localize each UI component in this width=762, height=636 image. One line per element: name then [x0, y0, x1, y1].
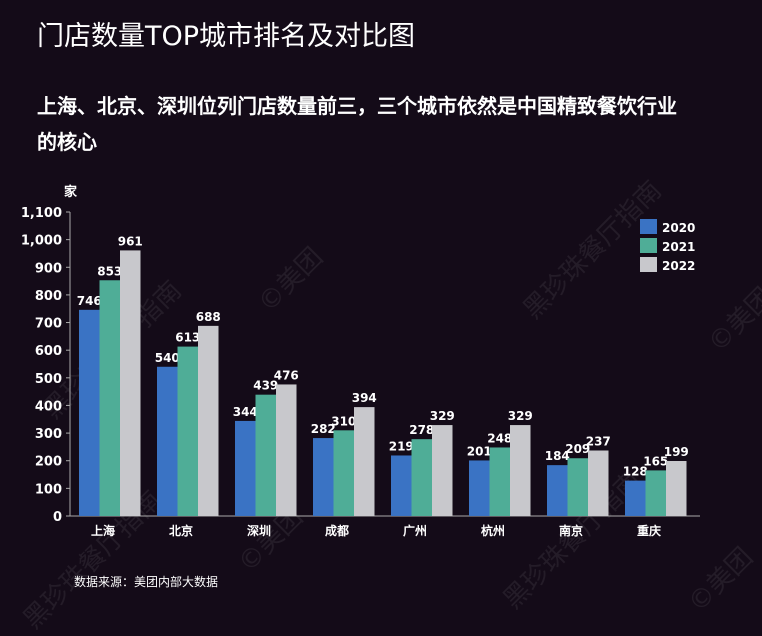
x-tick-label: 上海	[91, 523, 115, 538]
page-title: 门店数量TOP城市排名及对比图	[37, 21, 416, 52]
bar-2021	[99, 280, 120, 516]
y-tick-label: 200	[35, 455, 62, 470]
y-tick-label: 1,000	[21, 234, 62, 249]
x-tick-label: 北京	[169, 523, 193, 538]
data-label: 278	[409, 423, 434, 437]
bar-2022	[510, 425, 531, 516]
data-label: 329	[508, 409, 533, 423]
bar-2021	[177, 346, 198, 516]
y-tick-label: 400	[35, 399, 62, 414]
data-label: 394	[352, 391, 377, 405]
data-label: 219	[389, 439, 414, 453]
legend-label: 2021	[662, 240, 695, 254]
legend-label: 2022	[662, 259, 695, 273]
bar-2020	[547, 465, 568, 516]
y-tick-label: 600	[35, 344, 62, 359]
bar-2022	[276, 384, 297, 516]
legend-swatch	[640, 238, 657, 253]
data-label: 853	[97, 264, 122, 278]
x-tick-label: 深圳	[247, 523, 271, 538]
y-tick-label: 1,100	[21, 206, 62, 221]
bar-2021	[333, 430, 354, 516]
data-label: 344	[233, 405, 258, 419]
bar-2020	[79, 309, 100, 516]
bar-2022	[666, 461, 687, 516]
bar-2020	[625, 480, 646, 516]
data-label: 199	[664, 445, 689, 459]
x-tick-label: 杭州	[481, 523, 505, 538]
y-tick-label: 100	[35, 482, 62, 497]
bar-2021	[489, 447, 510, 516]
data-label: 237	[586, 435, 611, 449]
bar-2021	[255, 394, 276, 516]
data-label: 540	[155, 351, 180, 365]
data-label: 201	[467, 444, 492, 458]
y-tick-label: 800	[35, 289, 62, 304]
bar-2022	[198, 325, 219, 516]
y-tick-label: 0	[53, 510, 62, 525]
legend-label: 2020	[662, 221, 695, 235]
legend-swatch	[640, 257, 657, 272]
bar-2021	[645, 470, 666, 516]
bar-2020	[157, 366, 178, 516]
data-label: 165	[643, 454, 668, 468]
x-tick-label: 南京	[559, 523, 583, 538]
data-label: 439	[253, 379, 278, 393]
y-tick-label: 700	[35, 317, 62, 332]
data-label: 248	[487, 431, 512, 445]
data-label: 961	[118, 234, 143, 248]
bar-2021	[567, 458, 588, 516]
data-label: 310	[331, 414, 356, 428]
data-label: 746	[77, 294, 102, 308]
data-label: 128	[623, 465, 648, 479]
bar-2022	[120, 250, 141, 516]
x-tick-label: 广州	[403, 523, 427, 538]
y-tick-label: 500	[35, 372, 62, 387]
y-tick-label: 900	[35, 261, 62, 276]
data-label: 476	[274, 368, 299, 382]
bar-2022	[432, 425, 453, 516]
y-axis-label: 家	[64, 184, 78, 200]
bar-2020	[313, 438, 334, 516]
data-label: 329	[430, 409, 455, 423]
bar-chart: 家 0 100 200 300 400 500 600 700 800 900 1,000 1,100 7…	[21, 184, 700, 538]
data-label: 613	[175, 331, 200, 345]
chart-subtitle: 上海、北京、深圳位列门店数量前三，三个城市依然是中国精致餐饮行业的核心	[37, 94, 677, 154]
bar-2020	[469, 460, 490, 516]
x-tick-label: 重庆	[637, 523, 661, 538]
y-tick-label: 300	[35, 427, 62, 442]
bar-2020	[235, 420, 256, 516]
data-label: 209	[565, 442, 590, 456]
bar-2022	[354, 407, 375, 516]
data-source: 数据来源：美团内部大数据	[74, 575, 219, 589]
data-label: 282	[311, 422, 336, 436]
data-label: 184	[545, 449, 570, 463]
legend-swatch	[640, 219, 657, 234]
bar-2020	[391, 455, 412, 516]
data-label: 688	[196, 310, 221, 324]
bar-2022	[588, 450, 609, 516]
x-tick-label: 成都	[325, 523, 349, 538]
bar-2021	[411, 439, 432, 516]
